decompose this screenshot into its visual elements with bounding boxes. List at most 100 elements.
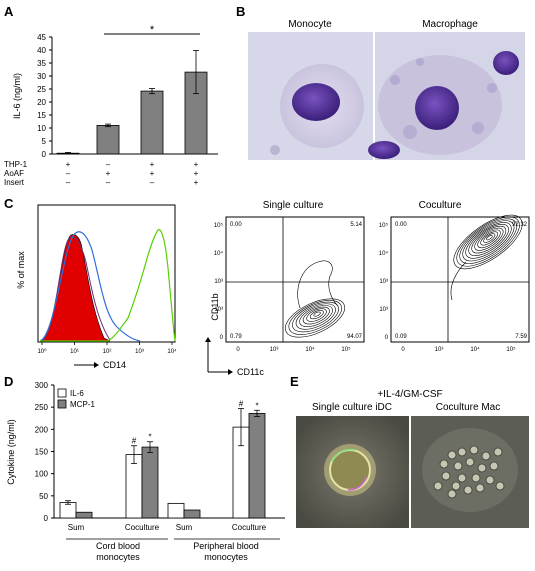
panel-d-condition-label: Coculture bbox=[125, 523, 160, 532]
contour-y-tick-label: 10³ bbox=[214, 307, 223, 313]
contour-x-tick-label: 10⁵ bbox=[506, 346, 516, 353]
mac-label: Coculture Mac bbox=[436, 402, 500, 413]
panel-a-bar-chart: IL-6 (ng/ml) 0 5 10 15 20 25 30 35 40 45 * THP-1 +… bbox=[4, 24, 218, 187]
single-culture-contours bbox=[285, 260, 345, 338]
panel-a-row-mark: + bbox=[150, 169, 155, 178]
panel-a-row-mark: + bbox=[106, 169, 111, 178]
panel-letter-a: A bbox=[4, 4, 14, 19]
contour-x-tick-label: 10³ bbox=[435, 347, 444, 353]
panel-d-y-tick-label: 250 bbox=[35, 403, 49, 412]
panel-d-y-tick-label: 50 bbox=[39, 492, 48, 501]
coculture-contour-ring bbox=[483, 233, 496, 243]
mac-granule bbox=[433, 481, 443, 491]
mac-granule bbox=[493, 447, 503, 457]
single-contour-outer bbox=[297, 260, 339, 309]
cd11b-arrowhead bbox=[205, 337, 211, 342]
legend-mcp1-label: MCP-1 bbox=[70, 400, 95, 409]
histogram-y-label: % of max bbox=[16, 251, 26, 289]
single-contour-ring bbox=[285, 298, 345, 338]
contour-y-tick-label: 10³ bbox=[379, 307, 388, 313]
coculture-plot-frame bbox=[390, 216, 530, 343]
panel-letter-c: C bbox=[4, 196, 14, 211]
contour-y-tick-label: 10³ bbox=[379, 279, 388, 285]
coculture-title: Coculture bbox=[419, 200, 462, 211]
panel-letter-d: D bbox=[4, 374, 13, 389]
contour-y-tick-label: 0 bbox=[385, 335, 389, 341]
macrophage-label: Macrophage bbox=[422, 19, 478, 30]
coculture-contour-ring bbox=[459, 218, 518, 264]
panel-c-flow-plots: Single culture 0.00 5.14 0.79 94.07 Cocu… bbox=[205, 200, 530, 377]
mac-granule bbox=[447, 450, 457, 460]
panel-d-y-tick-label: 150 bbox=[35, 448, 49, 457]
single-q-lr: 94.07 bbox=[347, 334, 363, 340]
group-cord-line1: Cord blood bbox=[96, 541, 140, 551]
panel-d-sig-mark: * bbox=[148, 433, 151, 442]
mac-granules bbox=[433, 445, 505, 499]
panel-d-sig-mark: # bbox=[239, 399, 244, 408]
panel-a-row-mark: – bbox=[66, 169, 71, 178]
panel-a-row-mark: + bbox=[150, 160, 155, 169]
panel-d-y-tick-label: 200 bbox=[35, 425, 49, 434]
group-peripheral-line2: monocytes bbox=[204, 552, 248, 562]
single-contour-ring bbox=[306, 308, 327, 322]
histogram-green-curve bbox=[40, 228, 176, 342]
panel-a-bar bbox=[140, 90, 164, 155]
coculture-contour-ring bbox=[465, 222, 512, 259]
panel-a-y-tick-label: 25 bbox=[37, 85, 46, 94]
group-peripheral-line1: Peripheral blood bbox=[193, 541, 259, 551]
panel-a-bar bbox=[96, 125, 120, 155]
panel-a-row-label: Insert bbox=[4, 178, 25, 187]
mac-granule bbox=[475, 483, 485, 493]
contour-y-tick-label: 10⁴ bbox=[379, 250, 389, 257]
coculture-contours bbox=[450, 214, 523, 301]
mac-granule bbox=[453, 461, 463, 471]
coculture-contour-ring bbox=[480, 231, 499, 246]
panel-a-row-mark: + bbox=[194, 178, 199, 187]
single-q-ll: 0.79 bbox=[230, 334, 242, 340]
panel-d-y-tick-label: 100 bbox=[35, 470, 49, 479]
single-contour-ring bbox=[292, 301, 339, 333]
panel-d-condition-label: Sum bbox=[176, 523, 193, 532]
coculture-contour-tail bbox=[450, 261, 467, 301]
contour-y-label: CD11b bbox=[210, 293, 220, 320]
iDC-label: Single culture iDC bbox=[312, 402, 392, 413]
monocyte-label: Monocyte bbox=[288, 19, 332, 30]
panel-c-histogram: % of max 10⁰ 10¹ 10² 10³ 10⁴ CD14 bbox=[16, 204, 177, 370]
panel-e-micrographs: +IL-4/GM-CSF Single culture iDC Cocultur… bbox=[296, 389, 529, 528]
histogram-x-tick-label: 10⁴ bbox=[167, 348, 177, 355]
contour-y-tick-label: 10⁴ bbox=[214, 250, 224, 257]
group-cord-line2: monocytes bbox=[96, 552, 140, 562]
panel-d-bar-il6 bbox=[59, 502, 77, 519]
coculture-q-ul: 0.00 bbox=[395, 222, 407, 228]
macrophage-nucleus bbox=[415, 86, 459, 130]
panel-a-y-tick-label: 30 bbox=[37, 72, 46, 81]
contour-x-label: CD11c bbox=[237, 367, 264, 377]
mac-granule bbox=[477, 463, 487, 473]
histogram-x-tick-label: 10³ bbox=[135, 349, 144, 355]
panel-a-row-label: AoAF bbox=[4, 169, 24, 178]
panel-d-y-label: Cytokine (ng/ml) bbox=[6, 419, 16, 485]
coculture-q-ur: 92.32 bbox=[512, 222, 528, 228]
panel-d-bar-il6 bbox=[167, 502, 185, 519]
single-contour-ring bbox=[302, 306, 330, 325]
mac-granule bbox=[439, 459, 449, 469]
single-culture-title: Single culture bbox=[263, 200, 324, 211]
panel-d-bar-il6 bbox=[125, 454, 143, 519]
mac-granule bbox=[463, 485, 473, 495]
single-contour-ring bbox=[309, 310, 324, 320]
panel-a-row-mark: – bbox=[66, 178, 71, 187]
monocyte-nucleus bbox=[292, 83, 340, 121]
panel-d-condition-label: Sum bbox=[68, 523, 85, 532]
coculture-contour-ring bbox=[468, 224, 509, 256]
mac-granule bbox=[465, 457, 475, 467]
mac-granule bbox=[481, 451, 491, 461]
panel-letter-b: B bbox=[236, 4, 245, 19]
mac-granule bbox=[457, 473, 467, 483]
cd14-arrowhead bbox=[94, 362, 99, 368]
single-q-ur: 5.14 bbox=[350, 222, 362, 228]
panel-d-bar-mcp1 bbox=[183, 509, 201, 519]
panel-a-y-tick-label: 15 bbox=[37, 111, 46, 120]
panel-a-y-tick-label: 45 bbox=[37, 33, 46, 42]
mac-granule bbox=[495, 481, 505, 491]
